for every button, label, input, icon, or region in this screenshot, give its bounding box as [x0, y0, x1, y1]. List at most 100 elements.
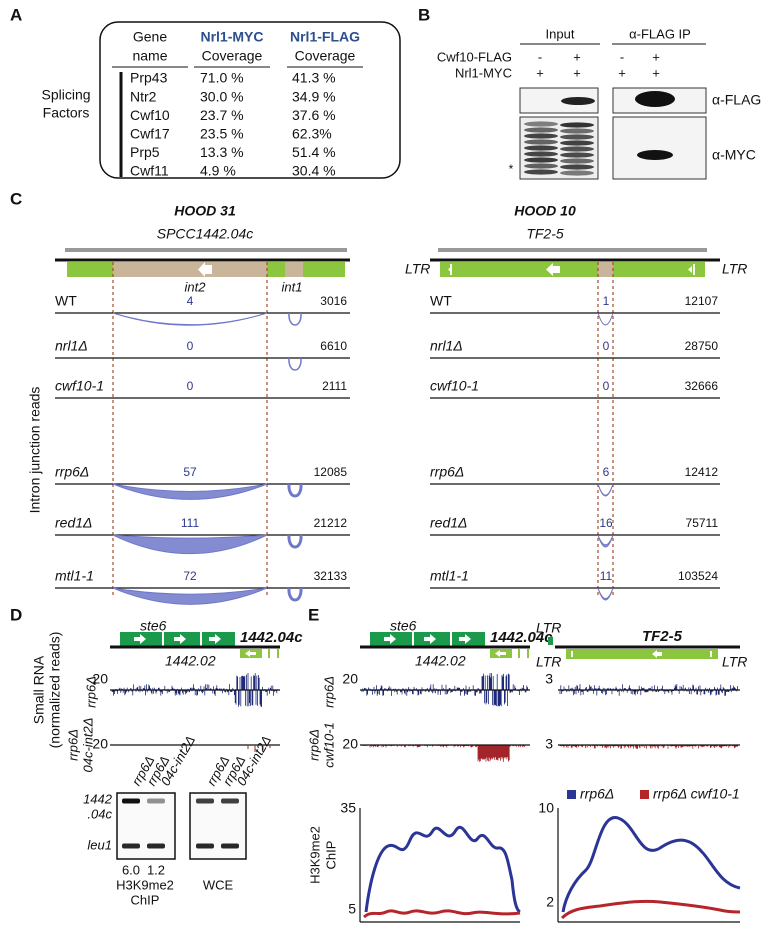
lane-sign: + — [573, 49, 581, 64]
legend-swatch — [640, 790, 649, 799]
track-label: rrp6Δ — [321, 676, 336, 708]
band — [637, 150, 673, 160]
gene-body — [527, 649, 529, 658]
cell: 71.0 % — [200, 70, 244, 86]
cell: 34.9 % — [292, 88, 336, 104]
exon-gap — [200, 632, 202, 646]
band — [560, 170, 594, 176]
column-header: Coverage — [202, 48, 263, 64]
y-axis-label: Small RNA — [31, 655, 47, 724]
exon-gap — [162, 632, 164, 646]
strain-name: WT — [430, 293, 452, 309]
total-count: 21212 — [314, 516, 348, 530]
gene-label: 1442.04c — [240, 629, 303, 646]
strain-name: rrp6Δ — [55, 464, 89, 480]
tick-label: 2 — [546, 894, 554, 910]
junction-arc — [112, 587, 268, 605]
legend-swatch — [567, 790, 576, 799]
gene-label: LTR — [536, 620, 561, 636]
lane-sign: - — [620, 49, 624, 64]
lane-sign: + — [536, 65, 544, 80]
track-label: rrp6Δ — [83, 676, 98, 708]
group-label: Splicing — [41, 87, 90, 103]
signal-track — [361, 745, 528, 762]
column-header: name — [132, 48, 167, 64]
blot — [612, 116, 707, 180]
direction-arrow — [448, 266, 452, 273]
group-header: Input — [546, 26, 575, 41]
direction-arrow — [209, 634, 221, 644]
exon-gap — [412, 632, 414, 646]
junction-arc — [597, 312, 614, 326]
gene-name: Cwf11 — [130, 163, 169, 179]
panel-letter: C — [10, 189, 22, 208]
cell: 23.7 % — [200, 107, 244, 123]
cell: 62.3% — [292, 126, 332, 142]
region-bar — [65, 248, 347, 252]
row-label: Nrl1-MYC — [455, 65, 512, 80]
ltr-mark — [571, 651, 573, 657]
direction-arrow — [198, 262, 212, 277]
strain-name: mtl1-1 — [430, 568, 469, 584]
total-count: 12412 — [685, 465, 719, 479]
band — [196, 798, 214, 804]
cell: 30.0 % — [200, 88, 244, 104]
band — [524, 169, 558, 175]
tick-label: 20 — [92, 671, 108, 687]
band-label: leu1 — [87, 837, 112, 852]
panel-letter: D — [10, 605, 22, 624]
gene-label: LTR — [722, 654, 747, 670]
row-label: Cwf10-FLAG — [437, 49, 512, 64]
junction-count: 0 — [603, 339, 610, 353]
gene-label: ste6 — [390, 618, 417, 634]
lane-sign: - — [538, 49, 542, 64]
band — [221, 843, 239, 849]
band — [560, 128, 594, 134]
legend-label: rrp6Δ — [580, 786, 614, 802]
band — [524, 145, 558, 151]
gene-label: LTR — [536, 654, 561, 670]
junction-count: 16 — [599, 516, 613, 530]
gene-body — [268, 649, 270, 658]
junction-count: 111 — [181, 516, 200, 530]
intron — [598, 262, 613, 277]
intron — [285, 262, 303, 277]
direction-arrow — [459, 634, 471, 644]
feature-label: int2 — [185, 279, 207, 294]
y-axis-label: Intron junction reads — [27, 387, 43, 514]
tick-label: 20 — [342, 671, 358, 687]
column-header: Nrl1-FLAG — [290, 29, 360, 45]
column-header: Nrl1-MYC — [200, 29, 263, 45]
strain-name: WT — [55, 293, 77, 309]
group-header: α-FLAG IP — [629, 26, 691, 41]
chip-profile — [561, 816, 741, 913]
gene-label: ste6 — [140, 618, 167, 634]
band — [560, 122, 594, 128]
junction-count: 0 — [603, 379, 610, 393]
band — [147, 843, 165, 849]
cell: 23.5 % — [200, 126, 244, 142]
quantification: 6.0 — [122, 862, 140, 877]
gene-name: TF2-5 — [526, 226, 564, 242]
tick-label: 20 — [342, 736, 358, 752]
band-label: 1442 — [83, 791, 113, 806]
track-label: rrp6Δ — [306, 729, 321, 761]
feature-label: int1 — [282, 279, 303, 294]
band — [561, 97, 595, 105]
total-count: 2111 — [322, 379, 347, 393]
tick-label: 35 — [340, 800, 356, 816]
direction-arrow — [495, 650, 506, 657]
total-count: 6610 — [320, 339, 347, 353]
exon-gap — [450, 632, 452, 646]
junction-count: 11 — [600, 569, 613, 583]
band — [560, 158, 594, 164]
caption: WCE — [203, 877, 234, 892]
band — [560, 146, 594, 152]
total-count: 32133 — [314, 569, 348, 583]
track-label: rrp6Δ — [65, 729, 80, 761]
chip-profile — [363, 909, 521, 919]
band — [221, 798, 239, 804]
gene-body — [277, 649, 279, 658]
direction-arrow — [688, 266, 692, 273]
